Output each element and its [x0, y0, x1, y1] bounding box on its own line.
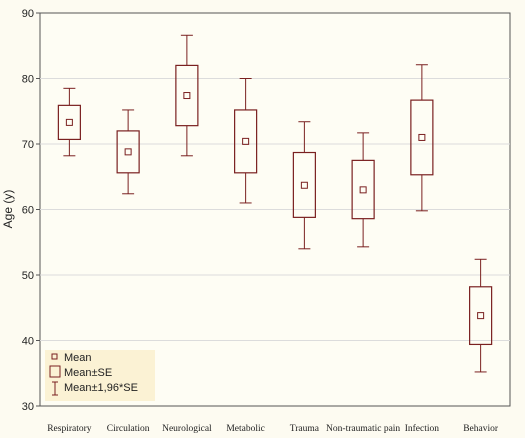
boxes — [57, 34, 493, 373]
mean-marker — [65, 118, 73, 126]
mean-marker — [477, 312, 485, 320]
se-box — [351, 159, 375, 220]
x-axis-labels: Respiratory Circulation Neurological Metabo… — [47, 423, 499, 434]
y-tick-label: 90 — [22, 8, 34, 20]
se-box — [469, 286, 493, 346]
se-box — [116, 130, 140, 174]
y-tick-label: 40 — [22, 336, 34, 348]
legend: Mean Mean±SE Mean±1,96*SE — [45, 350, 155, 401]
box-group-non-traumatic-pain — [351, 132, 375, 248]
x-category-label: Trauma — [290, 424, 320, 434]
mean-marker — [124, 148, 132, 156]
y-tick-label: 80 — [22, 74, 34, 86]
box-group-respiratory — [57, 87, 81, 157]
se-box — [175, 64, 199, 127]
mean-marker — [183, 92, 191, 100]
se-box — [410, 99, 434, 176]
x-category-label: Non-traumatic pain — [326, 424, 400, 434]
se-box — [57, 104, 81, 141]
legend-box — [45, 350, 155, 401]
y-tick-label: 70 — [22, 139, 34, 151]
mean-marker — [359, 186, 367, 194]
se-box — [292, 151, 316, 218]
y-tick-label: 50 — [22, 270, 34, 282]
x-category-label: Behavior — [463, 424, 499, 434]
mean-marker — [300, 181, 308, 189]
gridlines — [40, 78, 510, 341]
box-group-metabolic — [234, 78, 258, 204]
mean-marker — [242, 137, 250, 145]
legend-se-symbol — [49, 365, 61, 378]
box-group-circulation — [116, 109, 140, 195]
y-axis-title: Age (y) — [1, 190, 15, 229]
y-tick-label: 30 — [22, 401, 34, 413]
mean-marker — [418, 133, 426, 141]
legend-ci-symbol — [52, 381, 58, 396]
y-tick-label: 60 — [22, 205, 34, 217]
legend-ci-label: Mean±1,96*SE — [64, 382, 138, 394]
y-axis-ticks: 30 40 50 60 70 80 90 — [22, 8, 40, 413]
x-category-label: Respiratory — [47, 424, 92, 434]
legend-mean-symbol — [51, 353, 58, 360]
legend-se-label: Mean±SE — [64, 367, 112, 379]
x-category-label: Infection — [405, 423, 440, 434]
x-category-label: Circulation — [107, 424, 150, 434]
se-box — [234, 109, 258, 174]
box-group-trauma — [292, 121, 316, 250]
legend-mean-label: Mean — [64, 352, 92, 364]
box-group-neurological — [175, 34, 199, 157]
x-category-label: Neurological — [162, 424, 212, 434]
box-group-behavior — [469, 258, 493, 373]
x-category-label: Metabolic — [226, 424, 265, 434]
box-group-infection — [410, 64, 434, 212]
